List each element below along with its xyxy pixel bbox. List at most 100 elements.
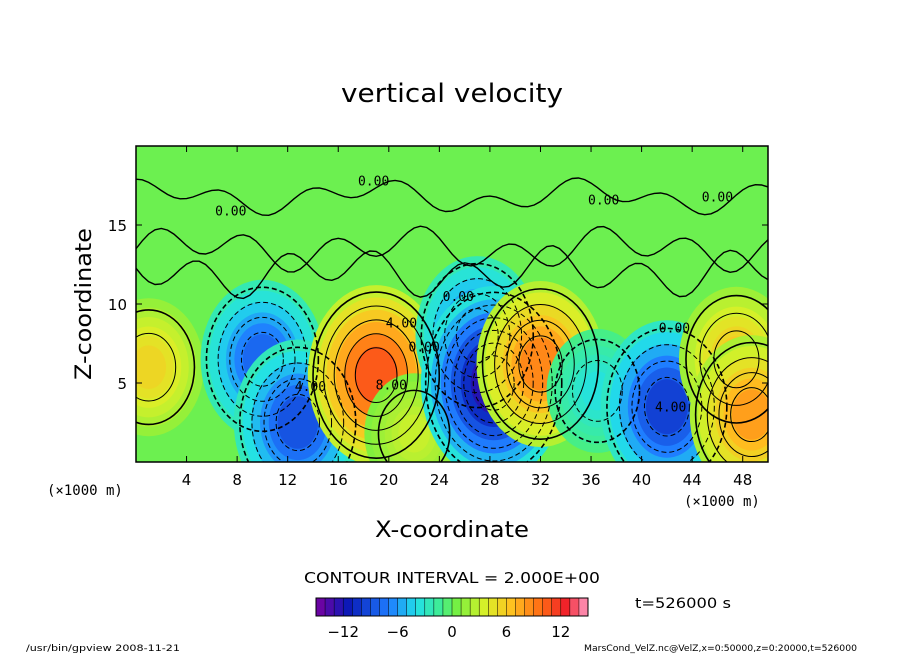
contour-line [239, 346, 357, 462]
colorbar-swatch [388, 598, 398, 616]
contour-label: 0.00 [659, 321, 690, 336]
chart-title: vertical velocity [341, 79, 563, 109]
contour-line [136, 177, 768, 217]
footer-right: MarsCond_VelZ.nc@VelZ,x=0:50000,z=0:2000… [584, 644, 857, 654]
colorbar-tick-label: −6 [387, 623, 409, 641]
colorbar-swatch [542, 598, 553, 616]
contour-line [136, 244, 768, 300]
heatmap-cell [398, 414, 430, 453]
contour-line [229, 316, 296, 402]
y-tick-label: 10 [108, 296, 127, 314]
contour-line [706, 357, 768, 462]
contour-label: 0.00 [702, 190, 733, 205]
colorbar-tick-label: 0 [447, 623, 457, 641]
y-axis-title: Z-coordinate [72, 228, 97, 380]
contour-line [136, 309, 196, 426]
contour-line [718, 372, 768, 458]
colorbar-swatch [352, 598, 362, 616]
contour-label: 4.00 [386, 317, 417, 332]
contour-line [618, 344, 715, 462]
contour-label: 0.00 [215, 205, 246, 220]
contour-line [643, 376, 690, 437]
contour-line [217, 301, 308, 417]
contour-line [685, 294, 768, 424]
contour-label: 4.00 [655, 400, 686, 415]
colorbar-swatch [442, 598, 453, 616]
contour-line [432, 278, 523, 394]
colorbar-swatch [578, 598, 589, 616]
contour-label: 0.00 [358, 175, 389, 190]
contour-line [694, 341, 768, 462]
contour-line [494, 304, 587, 425]
contour-line [323, 305, 430, 445]
contour-label: 0.00 [443, 290, 474, 305]
contour-label: 0.00 [588, 193, 619, 208]
contour-line [713, 330, 760, 389]
x-tick-label: 36 [581, 471, 600, 489]
time-text: t=526000 s [635, 596, 731, 612]
colorbar-swatch [343, 598, 353, 616]
contour-line [240, 331, 284, 387]
colorbar-frame [315, 597, 589, 617]
contour-line [354, 347, 398, 404]
contour-line [251, 362, 345, 462]
colorbar-swatch [569, 598, 580, 616]
y-axis: 5 10 15 [108, 217, 768, 393]
colorbar-swatch [415, 598, 426, 616]
x-tick-label: 48 [733, 471, 752, 489]
colorbar-swatch [551, 598, 562, 616]
x-tick-label: 44 [683, 471, 702, 489]
x-unit-label-right: (×1000 m) [684, 494, 760, 510]
contour-line [730, 387, 768, 443]
contour-line [472, 355, 515, 411]
contour-line [506, 319, 575, 409]
colorbar-swatch [379, 598, 389, 616]
x-tick-label: 24 [430, 471, 449, 489]
contour-line [699, 312, 768, 406]
contour-line [444, 317, 544, 449]
contour-line [205, 286, 320, 433]
colorbar-swatch [497, 598, 507, 616]
x-axis: 4 8 12 16 20 24 28 32 36 40 44 48 [182, 146, 752, 489]
contour-line [312, 291, 441, 459]
contour-line [434, 304, 553, 462]
contour-label: 8.00 [376, 378, 407, 393]
colorbar-swatch [524, 598, 534, 616]
colorbar-swatch [433, 598, 444, 616]
colorbar-swatch [424, 598, 435, 616]
contour-labels: 0.00 0.00 0.00 0.00 4.00 0.00 0.00 8.00 4.00 0.00… [215, 175, 733, 416]
heatmap-cell [136, 345, 167, 390]
colorbar-swatch [515, 598, 525, 616]
x-tick-label: 32 [531, 471, 550, 489]
contour-line [275, 393, 320, 452]
colorbar-swatch [560, 598, 571, 616]
colorbar: −12 −6 0 6 12 [315, 597, 589, 641]
heatmap-feature [136, 298, 204, 437]
x-tick-label: 8 [232, 471, 242, 489]
colorbar-tick-label: 12 [551, 623, 570, 641]
colorbar-swatch [361, 598, 371, 616]
contour-line [263, 378, 333, 462]
contour-line [344, 333, 409, 417]
contour-line [424, 291, 563, 462]
contour-line [606, 327, 728, 462]
contour-line [453, 329, 534, 437]
colorbar-swatch [533, 598, 543, 616]
contour-line [463, 342, 525, 424]
colorbar-tick-label: 6 [502, 623, 512, 641]
colorbar-swatch [452, 598, 462, 616]
contour-line [554, 338, 641, 444]
colorbar-tick-label: −12 [327, 623, 359, 641]
heatmap-cell [732, 389, 768, 440]
contour-line [571, 360, 623, 422]
heatmap-cell [645, 379, 688, 435]
colorbar-swatch [470, 598, 480, 616]
x-axis-title: X-coordinate [375, 518, 529, 543]
x-tick-label: 4 [182, 471, 192, 489]
contour-label: 0.00 [409, 340, 440, 355]
contour-line [136, 332, 177, 402]
contour-interval-text: CONTOUR INTERVAL = 2.000E+00 [304, 569, 600, 587]
x-tick-label: 12 [278, 471, 297, 489]
y-tick-label: 5 [117, 375, 127, 393]
